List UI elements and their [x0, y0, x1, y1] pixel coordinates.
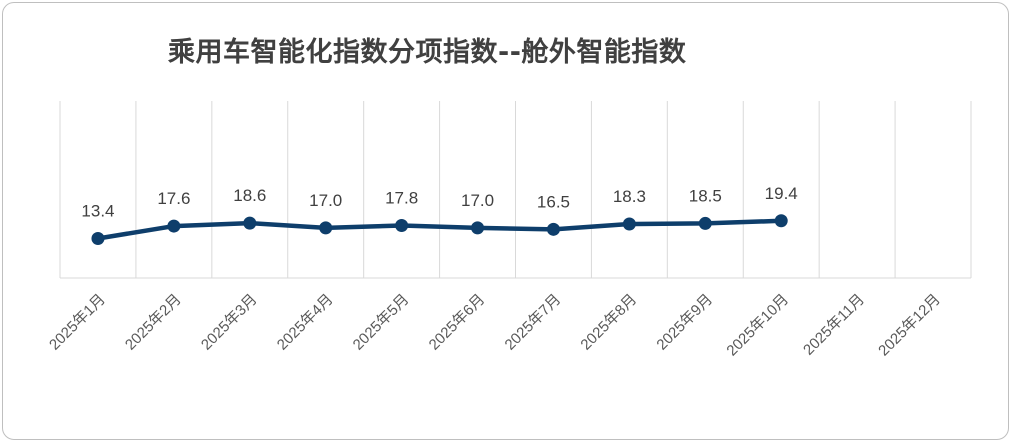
x-tick-label: 2025年4月 — [274, 291, 337, 354]
series-line — [95, 218, 784, 241]
data-label: 17.8 — [385, 188, 418, 207]
x-tick-label: 2025年6月 — [426, 291, 489, 354]
data-label: 13.4 — [81, 201, 114, 220]
data-label: 18.3 — [613, 187, 646, 206]
x-tick-label: 2025年8月 — [577, 291, 640, 354]
data-point — [698, 216, 712, 230]
chart-title: 乘用车智能化指数分项指数--舱外智能指数 — [168, 37, 687, 68]
x-tick-label: 2025年5月 — [350, 291, 413, 354]
data-point — [91, 231, 105, 245]
data-point — [167, 219, 181, 233]
data-point — [774, 214, 788, 228]
data-label: 17.0 — [461, 191, 494, 210]
x-tick-label: 2025年7月 — [502, 291, 565, 354]
data-label: 16.5 — [537, 192, 570, 211]
data-point — [622, 217, 636, 231]
x-tick-label: 2025年2月 — [122, 291, 185, 354]
x-tick-label: 2025年9月 — [653, 291, 716, 354]
data-point — [471, 221, 485, 235]
data-point — [243, 216, 257, 230]
data-label: 18.5 — [689, 186, 722, 205]
data-label: 17.6 — [157, 189, 190, 208]
x-tick-label: 2025年10月 — [723, 291, 792, 360]
data-label: 19.4 — [765, 184, 798, 203]
data-label: 18.6 — [233, 186, 266, 205]
data-point — [546, 222, 560, 236]
x-tick-label: 2025年12月 — [875, 291, 944, 360]
x-tick-label: 2025年11月 — [800, 291, 868, 359]
x-tick-label: 2025年1月 — [46, 291, 109, 354]
data-label: 17.0 — [309, 191, 342, 210]
data-point — [395, 218, 409, 232]
data-point — [319, 221, 333, 235]
x-tick-label: 2025年3月 — [198, 291, 261, 354]
